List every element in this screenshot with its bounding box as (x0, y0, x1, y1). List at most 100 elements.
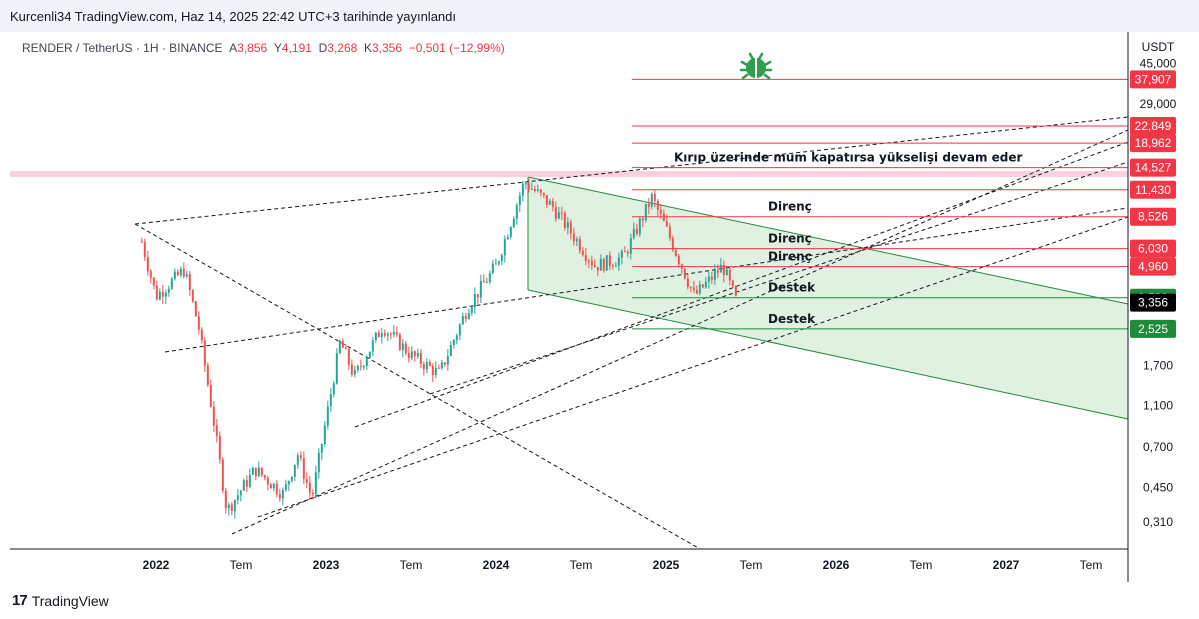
candle-body (560, 212, 563, 214)
candle-body (482, 280, 485, 283)
candle-body (284, 484, 287, 490)
candle-body (281, 489, 284, 499)
candle-body (512, 218, 515, 228)
candle-body (521, 183, 524, 196)
candle-body (386, 333, 389, 336)
price-tag-label: 18,962 (1135, 136, 1172, 150)
price-tag-label: 3,356 (1138, 296, 1168, 310)
candle-body (248, 474, 251, 487)
candle-body (623, 251, 626, 253)
candle-body (242, 480, 245, 491)
candle-body (263, 475, 266, 478)
candle-body (557, 212, 560, 219)
publish-note: Kurcenli34 TradingView.com, Haz 14, 2025… (10, 9, 456, 24)
candle-body (485, 282, 488, 284)
candle-body (440, 362, 443, 369)
candle-body (533, 188, 536, 191)
y-tick-label: 1,700 (1143, 358, 1173, 372)
candle-body (728, 269, 731, 281)
candle-body (362, 366, 365, 368)
candle-body (632, 228, 635, 238)
candle-body (338, 340, 341, 354)
candle-body (227, 504, 230, 509)
candle-body (293, 464, 296, 477)
price-tag-18,962 (1130, 134, 1176, 153)
candle-body (614, 265, 617, 267)
chart-area[interactable]: 37,907 22,849 18,962 14,527 11,430 8,526 6,030… (10, 32, 1189, 582)
y-tick-label: 0,310 (1143, 515, 1173, 529)
legend-open-label: A (229, 41, 238, 55)
bug-icon-leg (741, 73, 749, 80)
candle-body (620, 251, 623, 258)
candle-body (353, 370, 356, 375)
candle-body (206, 365, 209, 385)
candle-body (146, 257, 149, 272)
candle-body (449, 345, 452, 357)
bug-icon-leg (740, 60, 749, 67)
candle-body (554, 207, 557, 219)
candle-body (296, 455, 299, 465)
candle-body (251, 467, 254, 475)
candle-body (197, 316, 200, 330)
candle-body (341, 340, 344, 348)
candle-body (200, 329, 203, 341)
candle-body (536, 189, 539, 191)
support-label: Destek (768, 312, 816, 326)
candle-body (656, 201, 659, 210)
candle-body (734, 286, 737, 296)
x-tick-label: 2027 (993, 558, 1020, 572)
candle-body (497, 261, 500, 264)
candle-body (563, 212, 566, 228)
candle-body (479, 280, 482, 298)
candle-body (692, 287, 695, 291)
currency-cell (1129, 32, 1189, 62)
candle-body (695, 290, 698, 294)
x-tick-label: Tem (400, 558, 423, 572)
candle-body (155, 285, 158, 300)
candle-body (167, 288, 170, 293)
candle-body (188, 274, 191, 291)
x-tick-label: Tem (910, 558, 933, 572)
legend-close: 3,356 (372, 41, 403, 55)
candle-body (275, 483, 278, 495)
trend-line-1 (134, 116, 1129, 225)
legend-high-label: Y (273, 41, 282, 55)
candle-body (437, 367, 440, 369)
bug-icon-leg (763, 73, 771, 80)
candle-body (401, 343, 404, 350)
candle-body (635, 228, 638, 235)
candle-body (731, 280, 734, 287)
x-tick-label: 2026 (823, 558, 850, 572)
price-tag-4,960 (1130, 257, 1176, 276)
candle-body (374, 332, 377, 341)
candle-body (368, 351, 371, 359)
candle-body (392, 331, 395, 335)
price-tag-label: 2,525 (1138, 322, 1168, 336)
candle-body (653, 193, 656, 202)
candle-body (515, 205, 518, 219)
candle-body (590, 260, 593, 266)
candle-body (308, 482, 311, 493)
candle-body (173, 271, 176, 279)
candle-body (545, 195, 548, 205)
trend-line-7 (429, 161, 1129, 395)
candle-body (704, 281, 707, 288)
candle-body (503, 239, 506, 256)
candle-body (347, 349, 350, 365)
candle-body (407, 353, 410, 358)
candle-body (542, 192, 545, 196)
candle-body (530, 188, 533, 190)
candle-body (689, 286, 692, 288)
candle-body (578, 239, 581, 251)
price-tag-37,907 (1130, 70, 1176, 89)
candle-body (671, 238, 674, 251)
tradingview-logo[interactable]: 17 TradingView (12, 592, 109, 609)
candle-body (158, 291, 161, 300)
candle-body (323, 425, 326, 444)
price-chart[interactable]: 37,907 22,849 18,962 14,527 11,430 8,526 6,030… (10, 32, 1189, 582)
candle-body (365, 358, 368, 367)
y-tick-label: 45,000 (1140, 57, 1177, 71)
candle-body (257, 467, 260, 477)
publish-banner: Kurcenli34 TradingView.com, Haz 14, 2025… (0, 0, 1199, 32)
candle-body (305, 479, 308, 483)
